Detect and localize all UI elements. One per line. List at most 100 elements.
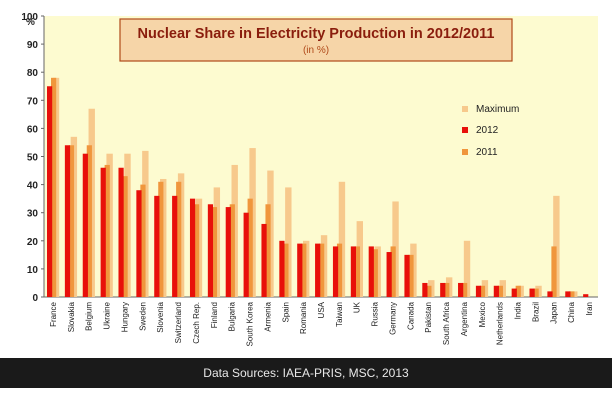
- bar-2011: [122, 176, 128, 297]
- bar-2011: [211, 207, 218, 297]
- bar-2012: [315, 243, 321, 297]
- bar-2011: [533, 288, 539, 297]
- y-tick-label: 10: [27, 265, 39, 276]
- bar-2012: [47, 86, 53, 297]
- bar-2011: [497, 285, 503, 297]
- x-tick-label: Bulgaria: [228, 301, 237, 331]
- x-tick-label: Russia: [371, 301, 380, 326]
- x-tick-label: Sweden: [138, 302, 147, 331]
- bar-2011: [51, 77, 57, 297]
- x-tick-label: Japan: [549, 302, 558, 324]
- x-tick-label: Romania: [299, 301, 308, 334]
- bar-2012: [350, 246, 357, 297]
- bar-2012: [440, 282, 446, 297]
- y-tick-label: 50: [27, 153, 39, 164]
- bar-maximum: [463, 240, 471, 297]
- bar-2012: [368, 246, 374, 297]
- x-tick-label: South Korea: [246, 301, 255, 346]
- bar-2012: [422, 282, 428, 297]
- bar-2012: [386, 252, 392, 297]
- y-tick-label: 30: [27, 209, 39, 220]
- bar-chart: % 0 10 20 30 40 50 60 70 80 90 100 France Slovakia B…: [21, 12, 598, 346]
- x-tick-label: Argentina: [460, 301, 469, 336]
- x-tick-label: Slovakia: [67, 301, 76, 332]
- bar-2012: [475, 285, 482, 297]
- bar-2012: [189, 198, 196, 297]
- y-tick-label: 70: [27, 96, 39, 107]
- x-tick-label: South Africa: [442, 301, 451, 345]
- y-tick-label: 40: [27, 181, 39, 192]
- source-caption-bar: Data Sources: IAEA-PRIS, MSC, 2013: [0, 358, 612, 388]
- x-tick-label: Taiwan: [335, 302, 344, 327]
- bar-2011: [68, 145, 75, 297]
- y-tick-labels: 0 10 20 30 40 50 60 70 80 90 100: [21, 12, 44, 304]
- bar-2012: [100, 167, 106, 297]
- x-tick-label: Czech Rep.: [192, 302, 201, 344]
- legend-swatch: [462, 127, 468, 133]
- bar-2011: [104, 164, 110, 297]
- bar-2011: [247, 198, 253, 297]
- x-tick-label: Brazil: [531, 302, 540, 322]
- bar-2011: [176, 181, 182, 297]
- bar-2012: [243, 212, 249, 297]
- x-tick-label: Belgium: [85, 302, 94, 331]
- bar-2012: [64, 145, 71, 297]
- x-tick-label: Canada: [406, 301, 415, 330]
- x-tick-label: Spain: [281, 302, 290, 322]
- bar-2011: [390, 246, 396, 297]
- bar-2011: [426, 285, 432, 297]
- chart-subtitle: (in %): [303, 45, 329, 56]
- bar-2011: [140, 184, 146, 297]
- bar-2012: [565, 291, 571, 297]
- bar-2011: [86, 145, 92, 297]
- bar-2012: [207, 204, 214, 297]
- bar-2012: [493, 285, 499, 297]
- x-tick-label: Iran: [585, 302, 594, 316]
- chart-title: Nuclear Share in Electricity Production …: [137, 26, 494, 42]
- y-tick-label: 60: [27, 124, 39, 135]
- bar-2012: [82, 153, 88, 297]
- title-box: Nuclear Share in Electricity Production …: [119, 18, 513, 62]
- bar-2011: [515, 285, 521, 297]
- bar-2011: [283, 243, 289, 297]
- bar-2012: [297, 243, 303, 297]
- bar-2012: [529, 288, 535, 297]
- x-tick-label: Netherlands: [496, 302, 505, 345]
- bar-2011: [158, 181, 164, 297]
- bar-2011: [444, 282, 450, 297]
- y-tick-label: 20: [27, 237, 39, 248]
- x-tick-label: France: [49, 301, 58, 326]
- bar-2012: [279, 240, 285, 297]
- legend-label: 2011: [476, 147, 498, 158]
- y-tick-label: 80: [27, 68, 39, 79]
- bar-2011: [569, 291, 575, 297]
- bar-2011: [265, 204, 271, 297]
- x-tick-label: India: [514, 301, 523, 319]
- x-tick-label: Pakistan: [424, 302, 433, 333]
- bar-2011: [479, 285, 486, 297]
- bar-2012: [136, 190, 142, 297]
- chart-frame: % 0 10 20 30 40 50 60 70 80 90 100 France Slovakia B…: [21, 12, 598, 346]
- bar-2011: [408, 254, 414, 297]
- y-axis-label: %: [26, 17, 35, 28]
- bar-2011: [229, 204, 235, 297]
- bar-2011: [372, 249, 378, 297]
- bar-2012: [118, 167, 124, 297]
- bar-2012: [458, 282, 464, 297]
- bar-2011: [462, 282, 468, 297]
- bar-2011: [551, 246, 557, 297]
- x-tick-labels: France Slovakia Belgium Ukraine Hungary Swede…: [49, 301, 594, 346]
- bar-2012: [261, 223, 267, 297]
- x-tick-label: Switzerland: [174, 302, 183, 343]
- bars: [47, 77, 589, 297]
- x-tick-label: Finland: [210, 302, 219, 328]
- bar-2012: [547, 291, 553, 297]
- bar-2012: [583, 294, 589, 297]
- legend-swatch: [462, 149, 468, 155]
- bar-2011: [301, 243, 307, 297]
- x-tick-label: USA: [317, 301, 326, 318]
- x-tick-label: Ukraine: [103, 301, 112, 329]
- bar-2012: [511, 288, 517, 297]
- source-caption: Data Sources: IAEA-PRIS, MSC, 2013: [203, 366, 409, 380]
- bar-2012: [332, 246, 339, 297]
